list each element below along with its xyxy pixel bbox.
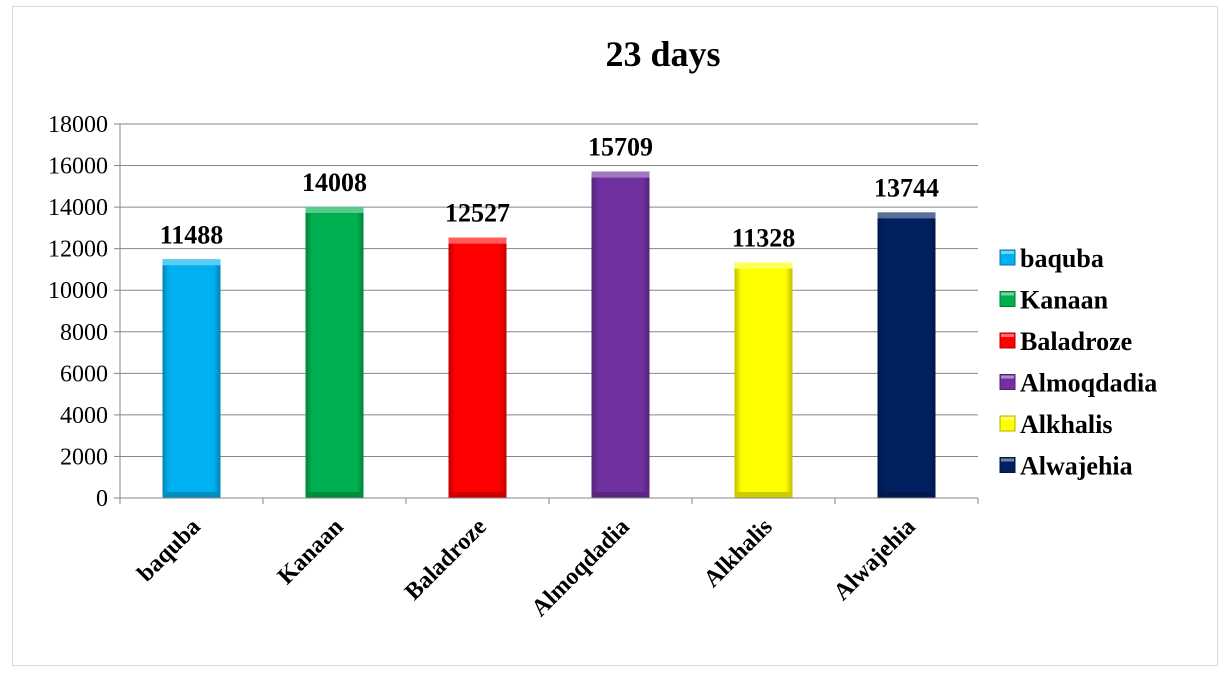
category-label: Alkhalis	[699, 514, 778, 593]
bar-bottom-bevel	[734, 492, 793, 498]
legend-label: baquba	[1020, 244, 1104, 273]
chart-title: 23 days	[605, 34, 720, 74]
y-tick-label: 16000	[48, 154, 108, 180]
bar-baquba	[162, 259, 221, 498]
y-axis-ticks: 0 2000 4000 6000 8000 10000 12000 14000 16000 180…	[48, 112, 108, 512]
bar-bottom-bevel	[162, 492, 221, 498]
bar-alkhalis	[734, 262, 793, 498]
legend-swatch-highlight	[1001, 417, 1014, 420]
y-tick-label: 14000	[48, 195, 108, 221]
y-tick-label: 4000	[60, 403, 108, 429]
legend-label: Baladroze	[1020, 327, 1132, 356]
category-label: Baladroze	[400, 514, 492, 606]
legend-item: Baladroze	[999, 327, 1132, 356]
legend-item: Alwajehia	[999, 452, 1133, 481]
bar-top-bevel	[877, 212, 936, 219]
legend-label: Alwajehia	[1020, 452, 1133, 481]
bar-baladroze	[448, 237, 507, 498]
bar-almoqdadia	[591, 171, 650, 499]
data-label: 11488	[160, 220, 224, 249]
bar-top-bevel	[448, 237, 507, 244]
bar-bottom-bevel	[448, 492, 507, 498]
legend-swatch-highlight	[1001, 251, 1014, 254]
bar-top-bevel	[305, 206, 364, 213]
y-tick-label: 12000	[48, 237, 108, 263]
gridlines	[114, 123, 978, 499]
bar-bottom-bevel	[305, 492, 364, 498]
bar-top-bevel	[162, 259, 221, 266]
category-label: baquba	[133, 514, 206, 587]
legend-swatch-highlight	[1001, 334, 1014, 337]
legend-item: Alkhalis	[999, 410, 1113, 439]
legend-item: Almoqdadia	[999, 369, 1157, 398]
legend-item: Kanaan	[999, 286, 1109, 315]
bar-bottom-bevel	[591, 492, 650, 498]
bar-alwajehia	[877, 212, 936, 498]
bar-body	[162, 259, 221, 498]
legend-label: Almoqdadia	[1020, 369, 1157, 398]
y-tick-label: 0	[96, 486, 108, 512]
data-label: 11328	[732, 224, 796, 253]
category-labels: baquba Kanaan Baladroze Almoqdadia Alkhalis A…	[133, 514, 921, 622]
y-tick-label: 2000	[60, 444, 108, 470]
data-labels: 11488 14008 12527 15709 11328 13744	[160, 133, 939, 253]
bar-body	[877, 212, 936, 498]
data-label: 15709	[588, 133, 653, 162]
bar-body	[448, 237, 507, 498]
bar-bottom-bevel	[877, 492, 936, 498]
y-tick-label: 10000	[48, 278, 108, 304]
bar-body	[591, 171, 650, 499]
bar-body	[305, 206, 364, 498]
y-tick-label: 6000	[60, 361, 108, 387]
bar-body	[734, 262, 793, 498]
y-tick-label: 18000	[48, 112, 108, 138]
category-label: Kanaan	[273, 514, 349, 590]
bar-top-bevel	[734, 262, 793, 269]
data-label: 12527	[445, 199, 510, 228]
data-label: 14008	[302, 168, 367, 197]
bar-top-bevel	[591, 171, 650, 178]
legend-label: Kanaan	[1020, 286, 1109, 315]
legend: baquba Kanaan Baladroze Almoqdadia Alkhalis A…	[999, 244, 1157, 481]
legend-label: Alkhalis	[1020, 410, 1113, 439]
legend-swatch-highlight	[1001, 375, 1014, 379]
legend-swatch-highlight	[1001, 458, 1014, 462]
bars	[162, 171, 936, 499]
y-tick-label: 8000	[60, 320, 108, 346]
category-label: Alwajehia	[829, 514, 921, 606]
bar-kanaan	[305, 206, 364, 498]
legend-swatch-highlight	[1001, 292, 1014, 296]
data-label: 13744	[874, 173, 939, 202]
category-label: Almoqdadia	[527, 514, 635, 622]
axes	[119, 124, 979, 504]
legend-item: baquba	[999, 244, 1104, 273]
